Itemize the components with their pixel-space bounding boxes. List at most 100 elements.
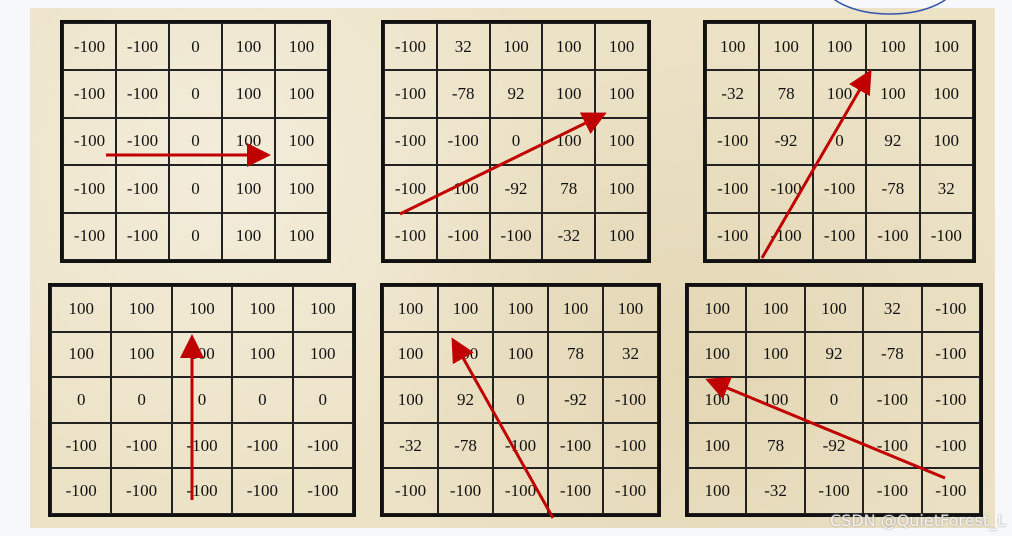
grid-cell: -100 (548, 468, 603, 514)
arrow (760, 69, 872, 259)
grid-cell: 100 (383, 377, 438, 423)
grid-cell: 100 (493, 331, 548, 378)
grid-cell: -100 (706, 165, 760, 213)
grid-cell: -100 (706, 212, 760, 260)
grid-cell: -100 (759, 165, 813, 213)
grid-cell: 100 (746, 331, 805, 378)
grid-cell: -100 (116, 70, 169, 118)
grid-cell: -100 (171, 468, 233, 514)
grid-cell: 92 (489, 70, 543, 118)
grid-cell: 100 (292, 286, 353, 332)
grid-cell: -100 (436, 165, 490, 213)
grid-cell: 100 (746, 286, 805, 332)
grid-cell: -100 (116, 23, 169, 71)
grid-cell: 32 (603, 331, 658, 378)
grid-cell: 32 (436, 23, 490, 71)
template-grid: 100 100 100 100 100 -32 78 100 100 100 -100 -92 0 92 1… (703, 20, 976, 263)
grid-cell: 100 (232, 286, 293, 332)
grid-cell: -100 (384, 212, 437, 260)
grid-cell: -100 (116, 212, 169, 260)
grid-cell: -32 (383, 422, 438, 469)
grid-cell: 100 (919, 117, 973, 166)
grid-cell: 100 (171, 286, 233, 332)
grid-cell: 100 (595, 23, 648, 71)
grid-cell: 100 (275, 212, 328, 260)
grid-cell: -100 (812, 165, 867, 213)
grid-cell: -100 (921, 286, 980, 332)
grid-cell: 100 (493, 286, 548, 332)
grid-cell: -100 (863, 377, 922, 423)
grid-cell: 92 (804, 331, 864, 378)
grid-cell: 100 (275, 165, 328, 213)
grid-cell: -100 (866, 212, 920, 260)
grid-cell: 0 (489, 117, 543, 166)
grid-cell: -92 (489, 165, 543, 213)
grid-cell: 100 (222, 212, 275, 260)
grid-cell: -100 (384, 165, 437, 213)
grid-cell: 0 (292, 377, 353, 423)
grid-cell: -100 (383, 468, 438, 514)
grid-cell: -100 (232, 468, 293, 514)
grid-cell: 100 (688, 468, 747, 514)
grid-cell: 100 (759, 23, 813, 71)
grid-cell: 0 (169, 70, 222, 118)
watermark: CSDN @QuietForest_L (829, 511, 1006, 530)
grid-cell: 100 (688, 286, 747, 332)
template-grid: -100 32 100 100 100 -100 -78 92 100 100 -100 -100 0 1… (381, 20, 651, 263)
grid-cell: -100 (493, 422, 548, 469)
grid-cell: 100 (595, 70, 648, 118)
grid-cell: -92 (548, 377, 603, 423)
grid-cell: 78 (548, 331, 603, 378)
grid-cell: 100 (603, 286, 658, 332)
grid-cell: -100 (706, 117, 760, 166)
grid-cell: 100 (542, 23, 596, 71)
grid-cell: -78 (438, 422, 493, 469)
grid-cell: 100 (919, 23, 973, 71)
grid-cell: -100 (919, 212, 973, 260)
grid-cell: -78 (863, 331, 922, 378)
grid-cell: 100 (595, 212, 648, 260)
grid-cell: -100 (111, 422, 172, 469)
grid-cell: 100 (383, 286, 438, 332)
grid-cell: 100 (275, 117, 328, 166)
arrow (705, 376, 946, 480)
grid-cell: -100 (111, 468, 172, 514)
grid-cell: 100 (688, 422, 747, 469)
grid-cell: -100 (921, 468, 980, 514)
grid-cell: 0 (169, 23, 222, 71)
grid-cell: -100 (232, 422, 293, 469)
grid-cell: -78 (436, 70, 490, 118)
grid-cell: 100 (232, 331, 293, 378)
grid-cell: -100 (603, 377, 658, 423)
grid-cell: -32 (706, 70, 760, 118)
grid-cell: -100 (493, 468, 548, 514)
arrow (399, 112, 607, 216)
template-grid: 100 100 100 100 100 100 100 100 78 32 100 92 0 -92 -10… (380, 283, 661, 517)
grid-cell: 92 (438, 377, 493, 423)
grid-cell: 100 (706, 23, 760, 71)
grid-cell: -100 (63, 23, 116, 71)
grid-cell: 100 (383, 331, 438, 378)
grid-cell: -100 (63, 165, 116, 213)
template-grid: 100 100 100 32 -100 100 100 92 -78 -100 100 100 0 -10… (685, 283, 983, 517)
grid-cell: 100 (548, 286, 603, 332)
grid-cell: 100 (292, 331, 353, 378)
grid-cell: 100 (866, 23, 920, 71)
grid-cell: 32 (919, 165, 973, 213)
grid-cell: 0 (804, 377, 864, 423)
grid-cell: -92 (804, 422, 864, 469)
grid-cell: 92 (866, 117, 920, 166)
grid-cell: -100 (171, 422, 233, 469)
grid-cell: -100 (804, 468, 864, 514)
template-grid: 100 100 100 100 100 100 100 100 100 100 0 0 0 0 0 -100-… (48, 283, 356, 517)
grid-cell: 0 (493, 377, 548, 423)
grid-cell: 100 (111, 331, 172, 378)
grid-cell: -100 (292, 468, 353, 514)
grid-cell: -100 (51, 422, 112, 469)
grid-cell: -100 (116, 117, 169, 166)
grid-cell: -100 (603, 468, 658, 514)
grid-cell: 0 (111, 377, 172, 423)
grid-cell: -100 (603, 422, 658, 469)
grid-cell: 0 (171, 377, 233, 423)
